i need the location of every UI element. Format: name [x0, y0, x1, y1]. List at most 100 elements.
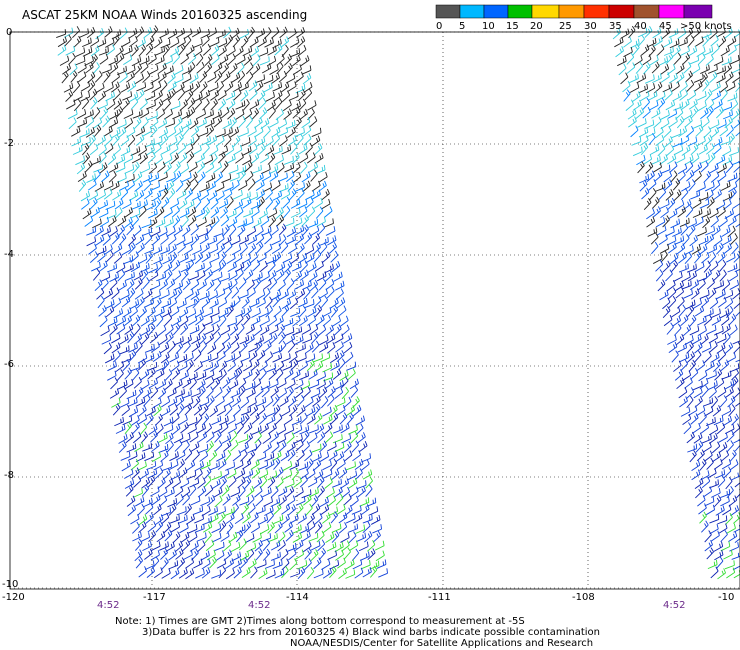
wind-barb [333, 369, 341, 380]
wind-barb-shaft [241, 412, 250, 415]
wind-barb-shaft [125, 426, 132, 434]
wind-barb-shaft [346, 410, 354, 416]
wind-barb-shaft [182, 177, 191, 181]
wind-barb-shaft [316, 319, 324, 325]
wind-barb-shaft [172, 265, 180, 272]
wind-barb [238, 180, 247, 190]
wind-barb-feather [157, 264, 158, 269]
wind-barb-feather [311, 362, 313, 366]
wind-barb-feather [159, 182, 160, 187]
wind-barb-shaft [104, 75, 111, 83]
wind-barb-feather [230, 35, 233, 39]
wind-barb-shaft [284, 113, 292, 119]
wind-barb-feather [244, 101, 245, 106]
wind-barb-feather [261, 93, 263, 96]
wind-barb-shaft [288, 401, 296, 407]
wind-barb-shaft [290, 147, 297, 154]
wind-barb-feather [229, 342, 231, 346]
wind-barb [260, 261, 268, 272]
wind-barb-feather [228, 333, 230, 338]
wind-barb-shaft [141, 169, 150, 173]
wind-barb-feather [244, 93, 246, 97]
wind-barb-feather [159, 280, 160, 285]
wind-barb [297, 244, 304, 255]
wind-barb [178, 143, 186, 154]
wind-barb-feather [260, 325, 262, 330]
wind-barb [81, 81, 90, 91]
wind-barb-shaft [312, 140, 320, 146]
wind-barb-shaft [316, 428, 324, 434]
wind-barb-shaft [290, 53, 299, 57]
wind-barb-shaft [305, 93, 312, 100]
wind-barb-shaft [324, 211, 332, 217]
wind-barb [188, 98, 195, 109]
wind-barb-shaft [136, 392, 143, 399]
wind-barb-shaft [173, 57, 180, 64]
wind-barb-shaft [150, 122, 158, 128]
wind-barb [102, 65, 111, 74]
wind-barb [141, 117, 148, 128]
wind-barb-feather [316, 341, 319, 345]
wind-barb-shaft [205, 58, 212, 65]
wind-barb-feather [104, 110, 106, 113]
wind-barb-feather [158, 300, 160, 304]
wind-barb-feather [252, 246, 254, 250]
wind-barb-shaft [262, 68, 271, 73]
wind-barb [298, 298, 307, 307]
wind-barb-feather [138, 336, 140, 340]
wind-barb [148, 54, 156, 64]
wind-barb-feather [162, 255, 163, 260]
wind-barb-feather [237, 391, 238, 395]
wind-barb-feather [167, 94, 168, 98]
wind-barb-shaft [300, 114, 308, 120]
wind-barb [101, 326, 110, 336]
wind-barb-feather [191, 48, 193, 52]
wind-barb [243, 99, 250, 111]
wind-barb [226, 91, 235, 100]
wind-barb [125, 164, 134, 173]
wind-barb-shaft [203, 212, 210, 219]
wind-barb-feather [189, 191, 191, 195]
wind-barb [147, 201, 156, 210]
wind-barb-feather [215, 154, 218, 158]
wind-barb [259, 48, 268, 57]
wind-barb [210, 90, 218, 100]
wind-barb [211, 316, 220, 326]
wind-barb [256, 290, 265, 300]
wind-barb-feather [232, 127, 233, 132]
wind-barb-feather [161, 245, 162, 250]
wind-barb-feather [110, 135, 112, 139]
wind-barb [238, 378, 245, 389]
wind-barb-shaft [154, 302, 161, 309]
wind-barb-shaft [214, 121, 222, 127]
wind-barb [119, 234, 126, 246]
wind-barb-feather [244, 55, 245, 60]
wind-barb-feather [143, 45, 146, 49]
wind-barb-feather [249, 272, 251, 276]
wind-barb-shaft [243, 375, 252, 380]
wind-barb-feather [321, 198, 323, 203]
wind-barb-feather [128, 82, 129, 87]
wind-barb [154, 37, 162, 48]
wind-barb-shaft [252, 223, 261, 228]
wind-barb-feather [309, 73, 311, 78]
wind-barb-feather [163, 56, 164, 61]
wind-barb-feather [281, 191, 282, 196]
wind-barb-feather [215, 364, 216, 368]
wind-barb-feather [266, 327, 267, 331]
wind-barb-feather [175, 289, 176, 294]
wind-barb-feather [282, 265, 283, 269]
wind-barb-feather [275, 363, 276, 368]
wind-barb [136, 82, 145, 91]
wind-barb-feather [361, 418, 362, 422]
wind-barb-feather [92, 80, 95, 84]
wind-barb-feather [254, 388, 255, 393]
wind-barb-feather [212, 155, 213, 160]
wind-barb-shaft [151, 391, 158, 398]
wind-barb-feather [154, 344, 155, 349]
wind-barb-feather [231, 102, 233, 106]
wind-barb-feather [159, 417, 161, 420]
wind-barb [309, 162, 317, 172]
wind-barb-feather [315, 307, 316, 312]
wind-barb-feather [171, 208, 172, 213]
